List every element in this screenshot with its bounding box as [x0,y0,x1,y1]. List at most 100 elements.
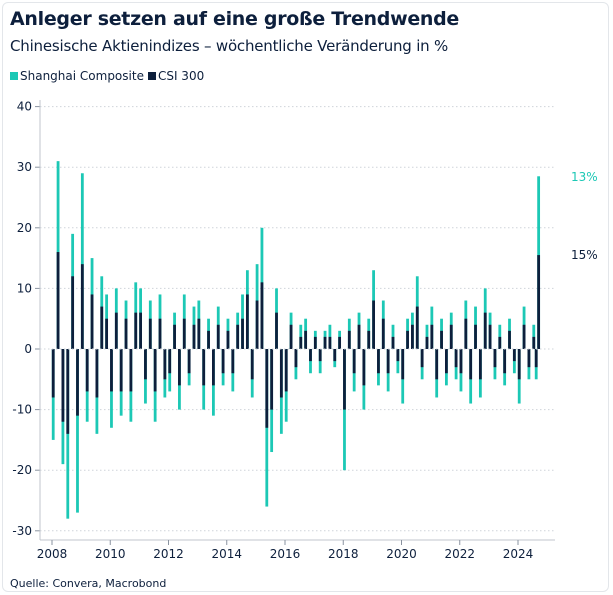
bar-csi300 [95,349,99,398]
bar-csi300 [173,324,176,349]
legend-label-shanghai: Shanghai Composite [20,69,144,83]
bar-csi300 [197,318,201,349]
bar-csi300 [90,294,94,349]
bar-csi300 [508,330,511,349]
end-label-shanghai: 13% [571,170,598,184]
bar-csi300 [216,324,220,349]
legend-swatch-shanghai [10,72,18,80]
bar-csi300 [425,336,429,349]
chart-title: Anleger setzen auf eine große Trendwende [10,8,460,30]
bar-csi300 [449,324,453,349]
bar-csi300 [512,349,516,362]
bar-csi300 [372,300,375,349]
bar-csi300 [464,318,468,349]
bar-csi300 [488,324,492,349]
bar-csi300 [289,324,293,349]
bar-csi300 [362,349,366,386]
y-tick-label: -30 [12,524,32,538]
bar-csi300 [71,276,75,349]
bar-csi300 [474,324,477,349]
bar-csi300 [517,349,521,380]
bar-csi300 [139,312,142,349]
bar-csi300 [192,324,196,349]
y-tick-label: 0 [24,342,32,356]
x-tick-label: 2010 [95,547,126,561]
y-tick-label: 20 [17,221,32,235]
bar-csi300 [294,349,298,368]
bar-csi300 [386,349,390,374]
legend-item-csi300: CSI 300 [147,69,205,83]
bar-csi300 [309,349,312,362]
bar-csi300 [255,300,259,349]
bar-csi300 [212,349,215,386]
bar-csi300 [299,336,303,349]
bar-csi300 [445,349,448,374]
bar-csi300 [498,336,502,349]
bar-csi300 [406,330,409,349]
bar-csi300 [163,349,167,380]
bar-csi300 [537,255,541,349]
bar-csi300 [114,312,118,349]
x-tick-label: 2022 [444,547,475,561]
bar-csi300 [61,349,65,422]
bar-csi300 [430,324,434,349]
x-tick-label: 2008 [37,547,68,561]
bar-csi300 [124,318,128,349]
bar-csi300 [119,349,123,392]
bar-csi300 [435,349,439,380]
bar-csi300 [265,349,269,428]
bar-csi300 [51,349,55,398]
bar-csi300 [420,349,424,368]
bar-csi300 [207,330,210,349]
x-tick-label: 2014 [211,547,242,561]
bar-csi300 [110,349,113,392]
bar-csi300 [178,349,181,386]
y-tick-label: 30 [17,160,32,174]
bar-csi300 [440,330,443,349]
y-tick-label: 10 [17,281,32,295]
bar-csi300 [202,349,206,386]
bar-csi300 [56,252,60,349]
bar-csi300 [144,349,147,380]
bar-shanghai [76,349,79,513]
bar-csi300 [275,312,278,349]
bar-csi300 [534,349,538,368]
bar-csi300 [328,336,332,349]
bar-csi300 [304,330,308,349]
bar-csi300 [333,349,337,362]
bar-csi300 [250,349,254,380]
bar-csi300 [454,349,458,368]
y-tick-label: -20 [12,463,32,477]
bar-csi300 [377,349,380,374]
y-tick-label: 40 [17,100,32,114]
bar-csi300 [284,349,288,392]
bar-csi300 [323,336,327,349]
bar-csi300 [168,349,172,374]
bar-csi300 [381,318,385,349]
bar-csi300 [148,318,152,349]
bar-csi300 [129,349,133,392]
bar-csi300 [80,264,84,349]
x-tick-label: 2020 [386,547,417,561]
bar-csi300 [478,349,482,380]
bar-csi300 [527,349,531,368]
legend-label-csi300: CSI 300 [157,69,205,83]
bar-csi300 [469,349,473,380]
bar-csi300 [347,330,351,349]
bar-csi300 [134,312,138,349]
y-tick-label: -10 [12,403,32,417]
bar-csi300 [352,349,356,374]
chart-subtitle: Chinesische Aktienindizes – wöchentliche… [10,37,449,55]
x-tick-label: 2024 [503,547,534,561]
bar-csi300 [415,306,419,349]
bar-csi300 [260,282,264,349]
bar-csi300 [241,318,244,349]
bar-csi300 [105,318,109,349]
bar-csi300 [493,349,497,368]
bar-csi300 [522,324,526,349]
bar-csi300 [459,349,463,374]
legend-item-shanghai: Shanghai Composite [10,69,144,83]
bar-csi300 [182,318,186,349]
